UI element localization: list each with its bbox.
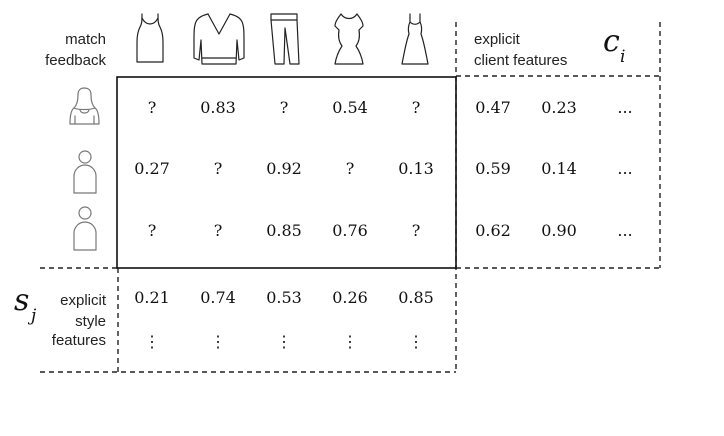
matrix-cell: ? [412, 221, 421, 240]
style-feature-cell: 0.85 [398, 288, 434, 307]
style-feature-cell: 0.53 [266, 288, 302, 307]
style-feature-cell: 0.74 [200, 288, 236, 307]
style-features-label-line1: explicit [60, 292, 107, 309]
pants-icon [270, 13, 300, 65]
matrix-cell: ? [346, 159, 355, 178]
maxi-dress-icon [401, 13, 429, 65]
matrix-cell: 0.13 [398, 159, 434, 178]
style-feature-cell: ⋮ [408, 332, 424, 351]
client-feature-cell: 0.14 [541, 159, 577, 178]
style-features-label-line2: style [75, 313, 106, 330]
sweater-icon [193, 13, 245, 65]
style-symbol-subscript: j [27, 306, 37, 326]
client-feature-cell: ... [617, 221, 632, 240]
client-feature-cell: ... [617, 98, 632, 117]
matrix-cell: ? [280, 98, 289, 117]
style-feature-cell: 0.26 [332, 288, 368, 307]
client-feature-cell: 0.59 [475, 159, 511, 178]
matrix-cell: 0.27 [134, 159, 170, 178]
person-avatar-icon [73, 150, 97, 194]
style-features-matrix: 0.21 0.74 0.53 0.26 0.85 ⋮ ⋮ ⋮ ⋮ ⋮ [134, 288, 434, 351]
client-feature-cell: 0.47 [475, 98, 511, 117]
matrix-cell: 0.92 [266, 159, 302, 178]
matrix-cell: 0.76 [332, 221, 368, 240]
tank-top-icon [136, 13, 164, 63]
client-features-matrix: 0.47 0.23 ... 0.59 0.14 ... 0.62 0.90 ..… [475, 98, 632, 240]
client-symbol: c [603, 24, 620, 59]
client-feature-cell: ... [617, 159, 632, 178]
matrix-cell: 0.85 [266, 221, 302, 240]
client-features-label-line1: explicit [474, 31, 521, 48]
style-symbol: s [14, 283, 29, 318]
client-feature-cell: 0.23 [541, 98, 577, 117]
style-feature-cell: ⋮ [144, 332, 160, 351]
match-matrix-frame [116, 76, 457, 269]
matrix-cell: ? [412, 98, 421, 117]
client-feature-cell: 0.90 [541, 221, 577, 240]
style-feature-cell: ⋮ [342, 332, 358, 351]
match-feedback-label-line2: feedback [45, 52, 106, 69]
woman-avatar-icon [69, 87, 100, 125]
style-feature-cell: ⋮ [210, 332, 226, 351]
style-feature-cell: 0.21 [134, 288, 170, 307]
person-avatar-icon [73, 206, 97, 251]
match-matrix: ? 0.83 ? 0.54 ? 0.27 ? 0.92 ? 0.13 ? ? 0… [134, 98, 434, 240]
fitted-dress-icon [334, 13, 364, 65]
match-feedback-label-line1: match [65, 31, 106, 48]
client-features-label-line2: client features [474, 52, 567, 69]
style-feature-cell: ⋮ [276, 332, 292, 351]
style-features-label-line3: features [52, 332, 106, 349]
client-symbol-subscript: i [620, 47, 625, 67]
matrix-cell: ? [148, 221, 157, 240]
matrix-cell: ? [214, 159, 223, 178]
client-feature-cell: 0.62 [475, 221, 511, 240]
matrix-cell: 0.54 [332, 98, 368, 117]
matrix-cell: ? [214, 221, 223, 240]
matrix-cell: 0.83 [200, 98, 236, 117]
matrix-cell: ? [148, 98, 157, 117]
